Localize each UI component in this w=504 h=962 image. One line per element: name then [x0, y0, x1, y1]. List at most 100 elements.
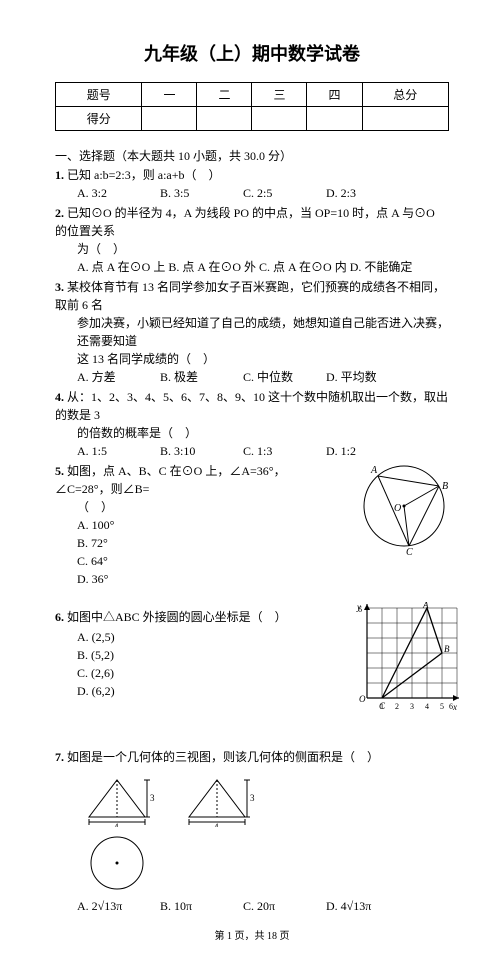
q-text-cont: 的倍数的概率是（ ）	[77, 424, 449, 442]
opt-c: C. 中位数	[243, 368, 323, 386]
score-value-row: 得分	[56, 107, 449, 131]
score-cell	[362, 107, 449, 131]
q-num: 1.	[55, 168, 64, 182]
q-text-cont: 参加决赛，小颖已经知道了自己的成绩，她想知道自己能否进入决赛，还需要知道	[77, 314, 449, 350]
front-view: 3 4	[77, 772, 157, 827]
opt-c: C. 1:3	[243, 442, 323, 460]
q-options: A. 2√13π B. 10π C. 20π D. 4√13π	[77, 897, 449, 915]
page-footer: 第 1 页，共 18 页	[55, 927, 449, 942]
page-title: 九年级（上）期中数学试卷	[55, 40, 449, 66]
opt-a: A. 点 A 在⊙O 上	[77, 258, 165, 276]
opt-b: B. 点 A 在⊙O 外	[168, 258, 256, 276]
top-view	[77, 833, 157, 893]
score-cell	[252, 107, 307, 131]
opt-d: D. 4√13π	[326, 897, 406, 915]
opt-a: A. (2,5)	[77, 628, 315, 646]
xtick: 6	[449, 702, 453, 711]
q-options: A. 3:2 B. 3:5 C. 2:5 D. 2:3	[77, 184, 449, 202]
opt-d: D. 不能确定	[350, 258, 430, 276]
label-a: A	[370, 465, 378, 476]
score-header-cell: 二	[197, 83, 252, 107]
score-cell	[197, 107, 252, 131]
q-num: 2.	[55, 206, 64, 220]
opt-c: C. 20π	[243, 897, 323, 915]
score-header-cell: 三	[252, 83, 307, 107]
q-text: 如图，点 A、B、C 在⊙O 上，∠A=36°，∠C=28°，则∠B=	[55, 464, 286, 496]
q-num: 5.	[55, 464, 64, 478]
question-2: 2. 已知⊙O 的半径为 4，A 为线段 PO 的中点，当 OP=10 时，点 …	[55, 204, 449, 276]
opt-b: B. 3:5	[160, 184, 240, 202]
xtick: 4	[425, 702, 429, 711]
ytick: 6	[358, 605, 362, 614]
label-o: O	[359, 694, 366, 704]
opt-b: B. 72°	[77, 534, 315, 552]
score-cell	[142, 107, 197, 131]
dim-w: 4	[114, 822, 119, 827]
opt-a: A. 1:5	[77, 442, 157, 460]
label-c: C	[406, 547, 413, 556]
opt-b: B. 极差	[160, 368, 240, 386]
opt-a: A. 方差	[77, 368, 157, 386]
opt-d: D. 平均数	[326, 368, 406, 386]
question-1: 1. 已知 a:b=2:3，则 a:a+b（ ） A. 3:2 B. 3:5 C…	[55, 166, 449, 202]
q-text-cont: 为（ ）	[77, 240, 449, 258]
question-7: 7. 如图是一个几何体的三视图，则该几何体的侧面积是（ ） 3 4	[55, 748, 449, 915]
xtick: 2	[395, 702, 399, 711]
xtick: 5	[440, 702, 444, 711]
label-o: O	[394, 503, 401, 514]
q-options: A. 点 A 在⊙O 上 B. 点 A 在⊙O 外 C. 点 A 在⊙O 内 D…	[77, 258, 449, 276]
dim-h: 3	[150, 793, 155, 803]
question-5: 5. 如图，点 A、B、C 在⊙O 上，∠A=36°，∠C=28°，则∠B= （…	[55, 462, 449, 588]
question-3: 3. 某校体育节有 13 名同学参加女子百米赛跑，它们预赛的成绩各不相同，取前 …	[55, 278, 449, 386]
opt-a: A. 3:2	[77, 184, 157, 202]
circle-diagram: O A B C	[354, 456, 459, 556]
q6-figure: y x O A B C 1 2 3 4 5 6 6	[349, 602, 459, 722]
grid-diagram: y x O A B C 1 2 3 4 5 6 6	[349, 602, 459, 717]
score-header-cell: 题号	[56, 83, 142, 107]
score-row-label: 得分	[56, 107, 142, 131]
label-b: B	[442, 481, 448, 492]
dim-h: 3	[250, 793, 255, 803]
q-options: A. 方差 B. 极差 C. 中位数 D. 平均数	[77, 368, 449, 386]
score-header-row: 题号 一 二 三 四 总分	[56, 83, 449, 107]
xtick: 3	[410, 702, 414, 711]
side-view: 3 4	[177, 772, 257, 827]
q-num: 4.	[55, 390, 64, 404]
opt-a: A. 100°	[77, 516, 315, 534]
xtick: 1	[380, 702, 384, 711]
q-paren: （ ）	[77, 498, 315, 516]
q-text: 已知⊙O 的半径为 4，A 为线段 PO 的中点，当 OP=10 时，点 A 与…	[55, 206, 435, 238]
q-text: 某校体育节有 13 名同学参加女子百米赛跑，它们预赛的成绩各不相同，取前 6 名	[55, 280, 445, 312]
score-table: 题号 一 二 三 四 总分 得分	[55, 82, 449, 131]
question-4: 4. 从：1、2、3、4、5、6、7、8、9、10 这十个数中随机取出一个数，取…	[55, 388, 449, 460]
opt-d: D. 2:3	[326, 184, 406, 202]
opt-b: B. 10π	[160, 897, 240, 915]
opt-b: B. (5,2)	[77, 646, 315, 664]
q-text-cont: 这 13 名同学成绩的（ ）	[77, 350, 449, 368]
label-b: B	[444, 644, 450, 654]
q-text: 已知 a:b=2:3，则 a:a+b（ ）	[67, 168, 221, 182]
label-a: A	[422, 602, 429, 610]
score-cell	[307, 107, 362, 131]
q-text: 如图是一个几何体的三视图，则该几何体的侧面积是（ ）	[67, 750, 379, 764]
q-num: 6.	[55, 610, 64, 624]
q5-figure: O A B C	[354, 456, 459, 561]
opt-d: D. 36°	[77, 570, 315, 588]
dim-w: 4	[214, 822, 219, 827]
score-header-cell: 一	[142, 83, 197, 107]
question-6: 6. 如图中△ABC 外接圆的圆心坐标是（ ） A. (2,5) B. (5,2…	[55, 608, 449, 728]
score-header-cell: 四	[307, 83, 362, 107]
opt-c: C. (2,6)	[77, 664, 315, 682]
opt-a: A. 2√13π	[77, 897, 157, 915]
q-num: 7.	[55, 750, 64, 764]
three-views: 3 4 3 4	[77, 772, 449, 827]
opt-c: C. 64°	[77, 552, 315, 570]
section-label: 一、选择题（本大题共 10 小题，共 30.0 分）	[55, 147, 449, 164]
opt-c: C. 2:5	[243, 184, 323, 202]
q-text: 如图中△ABC 外接圆的圆心坐标是（ ）	[67, 610, 287, 624]
opt-d: D. (6,2)	[77, 682, 315, 700]
score-header-cell: 总分	[362, 83, 449, 107]
top-view-row	[77, 833, 449, 893]
q-num: 3.	[55, 280, 64, 294]
q-text: 从：1、2、3、4、5、6、7、8、9、10 这十个数中随机取出一个数，取出的数…	[55, 390, 448, 422]
